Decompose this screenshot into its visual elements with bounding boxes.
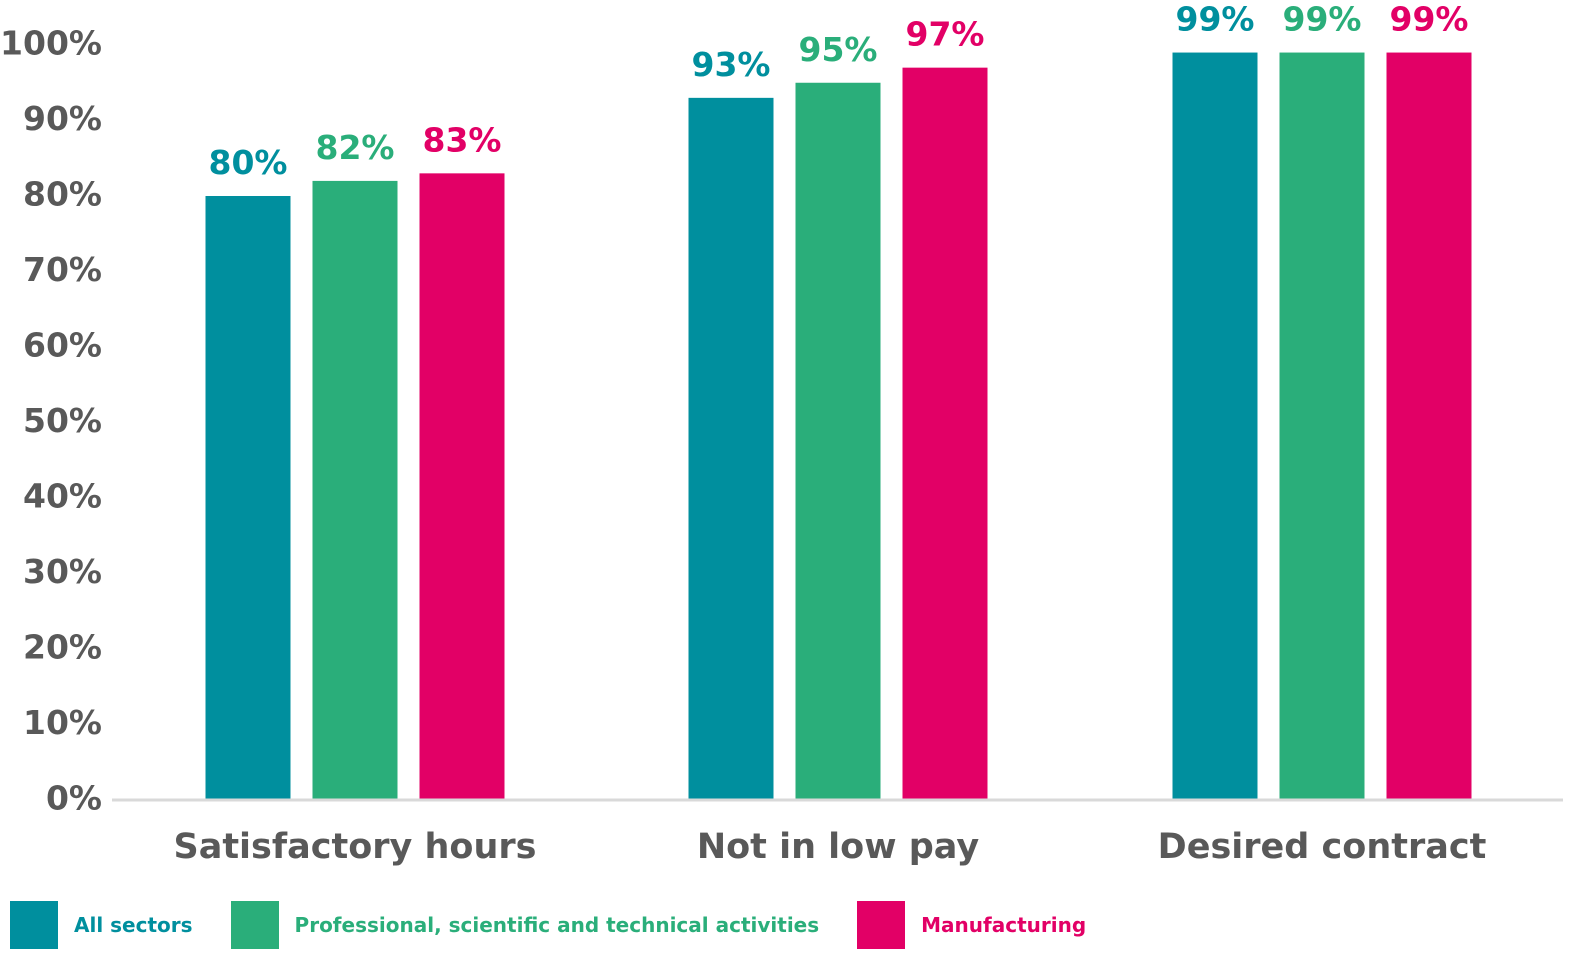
legend-label: All sectors [74,913,193,937]
x-tick-label: Desired contract [1158,827,1487,867]
bar [419,173,505,801]
data-label: 99% [1176,0,1255,39]
bar [312,180,398,800]
y-tick-label: 90% [23,99,102,138]
y-tick-label: 60% [23,326,102,365]
bar [688,97,774,801]
data-label: 83% [423,120,502,159]
bar [1386,52,1472,801]
legend-label: Professional, scientific and technical a… [294,913,820,937]
y-tick-label: 50% [23,401,102,440]
bar [795,82,881,800]
y-tick-label: 30% [23,552,102,591]
legend-item: All sectors [10,901,193,949]
legend-swatch [857,901,906,949]
data-label: 93% [692,45,771,84]
y-axis: 0% 10% 20% 30% 40% 50% 60% 70% 80% 90% 100% [0,24,102,818]
legend-item: Professional, scientific and technical a… [230,901,820,949]
bar [902,67,988,800]
legend: All sectors Professional, scientific and … [0,880,1573,970]
data-label: 99% [1283,0,1362,39]
data-label: 82% [316,128,395,167]
y-tick-label: 40% [23,477,102,516]
y-tick-label: 0% [46,779,102,818]
x-tick-label: Satisfactory hours [174,827,537,867]
bar [1172,52,1258,801]
legend-swatch [10,901,58,949]
y-tick-label: 10% [23,703,102,742]
bar [205,196,291,800]
x-tick-label: Not in low pay [697,827,980,867]
bars [205,52,1472,801]
y-tick-label: 80% [23,175,102,214]
data-label: 80% [209,143,288,182]
data-label: 95% [799,30,878,69]
data-label: 99% [1390,0,1469,39]
data-labels: 80% 82% 83% 93% 95% 97% 99% 99% 99% [209,0,1469,182]
y-tick-label: 70% [23,250,102,289]
data-label: 97% [906,15,985,54]
legend-item: Manufacturing [857,901,1086,949]
legend-label: Manufacturing [921,913,1087,937]
bar-chart: 0% 10% 20% 30% 40% 50% 60% 70% 80% 90% 100% 80% 82%… [0,0,1563,867]
y-tick-label: 100% [0,24,102,63]
x-axis: Satisfactory hours Not in low pay Desired … [174,827,1487,867]
bar [1279,52,1365,801]
legend-swatch [230,901,279,949]
y-tick-label: 20% [23,628,102,667]
